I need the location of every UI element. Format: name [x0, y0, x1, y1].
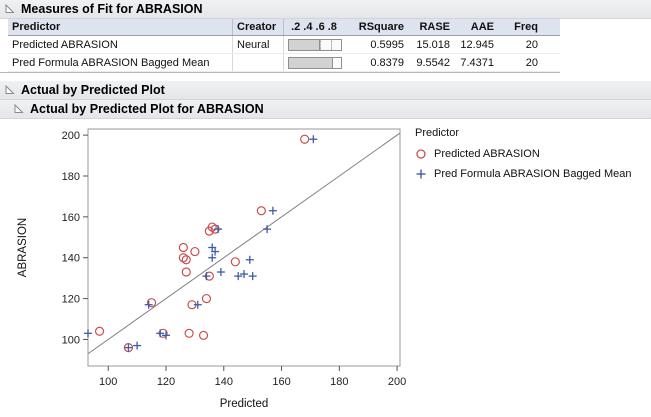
plot-region: 100 120 140 160 180 200 100 120 140 160 180 200 Pred… — [0, 119, 651, 414]
creator-value: Neural — [232, 36, 284, 53]
scatter-point-circle[interactable] — [178, 253, 188, 263]
creator-value — [232, 54, 284, 71]
x-tick-label: 140 — [215, 376, 233, 388]
x-tick-label: 120 — [157, 376, 175, 388]
scatter-point-circle[interactable] — [94, 326, 105, 336]
rsquare-value: 0.8379 — [370, 56, 404, 69]
y-tick-label: 160 — [62, 212, 80, 224]
outline-header-measures-of-fit[interactable]: Measures of Fit for ABRASION — [0, 0, 651, 19]
x-tick-label: 160 — [272, 376, 290, 388]
plus-marker-icon — [415, 168, 429, 180]
col-header-rsquare: RSquare — [358, 21, 404, 33]
scatter-point-circle[interactable] — [181, 267, 191, 277]
rsquare-value: 0.5995 — [370, 38, 404, 51]
freq-value: 20 — [525, 38, 538, 51]
circle-marker-icon — [415, 148, 429, 160]
scatter-point-circle[interactable] — [190, 246, 200, 257]
x-tick-label: 200 — [388, 376, 406, 388]
table-row: Pred Formula ABRASION Bagged Mean 0.8379… — [8, 54, 560, 72]
col-header-freq: Freq — [514, 21, 538, 33]
plot-frame — [87, 128, 401, 367]
scatter-point-circle[interactable] — [207, 222, 217, 232]
identity-reference-line — [87, 132, 401, 355]
rase-value: 9.5542 — [416, 56, 450, 69]
y-tick-label: 100 — [62, 334, 80, 346]
predictor-name: Pred Formula ABRASION Bagged Mean — [12, 56, 210, 69]
y-tick-label: 200 — [62, 130, 80, 142]
scatter-point-circle[interactable] — [181, 255, 191, 265]
actual-by-predicted-title: Actual by Predicted Plot — [21, 83, 165, 97]
x-tick-label: 180 — [330, 376, 348, 388]
legend-item-label: Pred Formula ABRASION Bagged Mean — [434, 168, 632, 180]
aae-value: 7.4371 — [460, 56, 494, 69]
scatter-point-circle[interactable] — [230, 257, 240, 267]
predictor-name: Predicted ABRASION — [12, 38, 118, 51]
legend-item[interactable]: Pred Formula ABRASION Bagged Mean — [415, 168, 631, 180]
scatter-point-circle[interactable] — [198, 330, 209, 340]
disclosure-triangle-icon[interactable] — [5, 4, 15, 14]
col-header-creator: Creator — [232, 19, 284, 35]
measures-of-fit-title: Measures of Fit for ABRASION — [21, 2, 203, 16]
col-header-rase: RASE — [419, 21, 450, 33]
legend-title: Predictor — [415, 127, 460, 139]
aae-value: 12.945 — [460, 38, 494, 51]
freq-value: 20 — [525, 56, 538, 69]
outline-header-actual-by-predicted[interactable]: Actual by Predicted Plot — [0, 81, 651, 100]
outline-header-actual-by-predicted-for-abrasion[interactable]: Actual by Predicted Plot for ABRASION — [0, 100, 651, 119]
section-gap — [0, 73, 651, 81]
table-row: Predicted ABRASION Neural 0.5995 15.018 … — [8, 36, 560, 54]
col-header-rsquare-bar-axis: .2 .4 .6 .8 — [291, 21, 337, 33]
table-header-row: Predictor Creator .2 .4 .6 .8 RSquare RA… — [8, 19, 560, 36]
col-header-predictor: Predictor — [12, 21, 61, 33]
y-tick-label: 140 — [62, 253, 80, 265]
rsquare-bar-fill — [289, 39, 321, 50]
rase-value: 15.018 — [416, 38, 450, 51]
legend-item-label: Predicted ABRASION — [434, 148, 540, 160]
y-axis-title: ABRASION — [17, 218, 29, 277]
legend-item[interactable]: Predicted ABRASION — [415, 148, 631, 160]
x-axis-title: Predicted — [220, 398, 269, 410]
rsquare-bar-fill — [289, 57, 333, 68]
scatter-point-circle[interactable] — [300, 134, 310, 144]
y-tick-label: 180 — [62, 171, 80, 183]
col-header-aae: AAE — [470, 21, 494, 33]
rsquare-bar — [288, 38, 342, 51]
measures-of-fit-table: Predictor Creator .2 .4 .6 .8 RSquare RA… — [0, 19, 560, 73]
disclosure-triangle-icon[interactable] — [14, 104, 24, 114]
scatter-point-circle[interactable] — [256, 206, 266, 216]
scatter-point-circle[interactable] — [201, 293, 212, 304]
scatter-point-circle[interactable] — [184, 328, 194, 338]
plot-legend: Predictor Predicted ABRASION Pred Formul… — [415, 127, 631, 188]
x-tick-label: 100 — [99, 376, 117, 388]
y-tick-label: 120 — [62, 294, 80, 306]
scatter-point-circle[interactable] — [146, 298, 157, 308]
actual-by-predicted-for-abrasion-title: Actual by Predicted Plot for ABRASION — [30, 102, 264, 116]
actual-by-predicted-scatter-plot[interactable]: 100 120 140 160 180 200 100 120 140 160 180 200 Pred… — [0, 119, 651, 414]
disclosure-triangle-icon[interactable] — [5, 85, 15, 95]
rsquare-bar — [288, 56, 342, 69]
scatter-point-circle[interactable] — [178, 242, 188, 253]
